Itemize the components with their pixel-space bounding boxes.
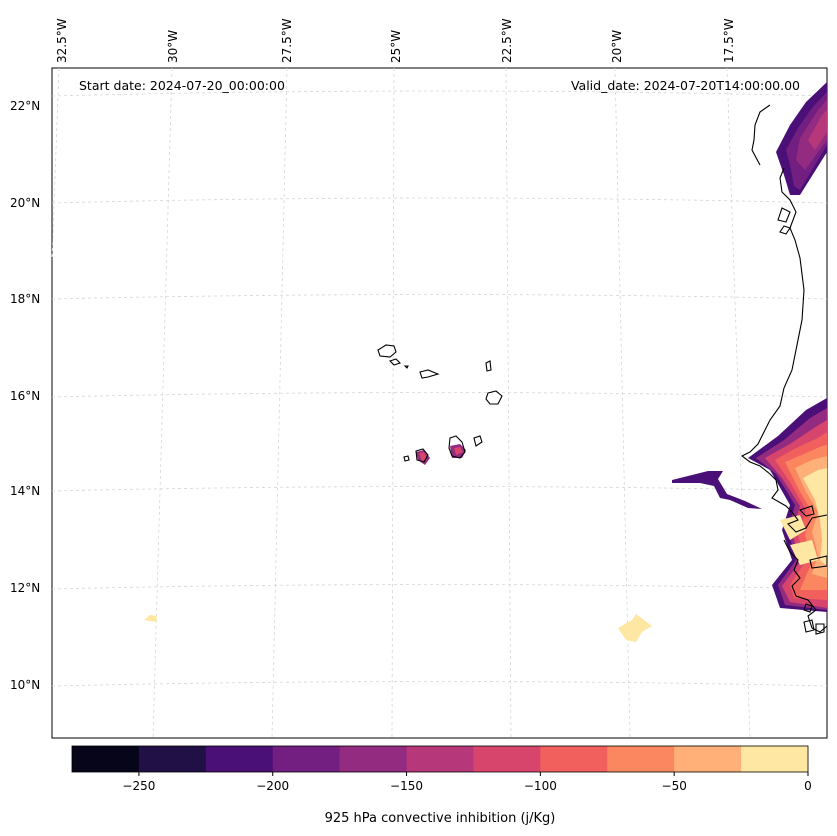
colorbar-tick-label: −50	[662, 779, 687, 793]
colorbar-cell	[741, 746, 809, 772]
lat-gridline	[51, 294, 828, 300]
colorbar-cell	[138, 746, 207, 772]
colorbar-cell	[205, 746, 274, 772]
colorbar-tick-label: −150	[390, 779, 423, 793]
cin-fill-northeast	[776, 82, 827, 195]
lat-label: 22°N	[10, 99, 40, 113]
lon-label: 20°W	[610, 30, 624, 63]
colorbar-cell	[473, 746, 541, 772]
lat-gridline	[51, 197, 828, 204]
cape-verde-islands	[377, 344, 503, 463]
lon-gridline	[271, 67, 288, 739]
maio	[473, 435, 483, 447]
sao-vicente	[388, 358, 402, 366]
lon-label: 27.5°W	[280, 18, 294, 63]
lat-label: 12°N	[10, 581, 40, 595]
lon-label: 17.5°W	[722, 18, 736, 63]
lon-label: 22.5°W	[500, 18, 514, 63]
colorbar-cell	[406, 746, 474, 772]
map-frame	[51, 67, 828, 739]
colorbar-outline	[71, 745, 809, 773]
valid-date-label: Valid_date: 2024-07-20T14:00:00.00	[571, 78, 800, 93]
african-coast-guinea	[783, 539, 828, 633]
lat-gridline	[51, 486, 828, 492]
lon-gridline	[726, 67, 751, 739]
colorbar-ticks: −250 −200 −150 −100 −50 0	[122, 772, 812, 793]
lon-gridline	[152, 67, 173, 739]
lat-gridline	[51, 681, 828, 687]
lat-label: 10°N	[10, 678, 40, 692]
colorbar-tick-label: −200	[256, 779, 289, 793]
colorbar-tick-label: −100	[524, 779, 557, 793]
brava	[403, 455, 410, 462]
colorbar: −250 −200 −150 −100 −50 0 925 hPa convective …	[71, 745, 812, 826]
colorbar-cell	[674, 746, 742, 772]
longitude-labels: 32.5°W 30°W 27.5°W 25°W 22.5°W 20°W 17.5…	[55, 18, 736, 63]
cin-fill-offshore-streak	[672, 471, 762, 509]
santa-luzia	[403, 365, 409, 369]
sal	[485, 360, 492, 372]
cin-fill-small-patches	[144, 614, 652, 642]
lon-gridline	[51, 67, 60, 261]
lat-gridline	[51, 90, 828, 97]
lon-label: 32.5°W	[55, 18, 69, 63]
lat-gridline	[51, 584, 828, 590]
latitude-labels: 22°N 20°N 18°N 16°N 14°N 12°N 10°N	[10, 99, 40, 692]
lon-label: 25°W	[389, 30, 403, 63]
boa-vista	[485, 390, 503, 405]
lon-gridline	[505, 67, 512, 739]
colorbar-label: 925 hPa convective inhibition (j/Kg)	[325, 811, 556, 826]
lat-label: 16°N	[10, 389, 40, 403]
santo-antao	[377, 344, 397, 358]
cin-fill-southeast	[748, 398, 827, 612]
santiago	[448, 435, 466, 459]
colorbar-cell	[607, 746, 675, 772]
lat-label: 18°N	[10, 292, 40, 306]
african-coast-west	[740, 167, 828, 533]
lon-label: 30°W	[166, 30, 180, 63]
sao-nicolau	[419, 369, 440, 379]
lat-label: 20°N	[10, 196, 40, 210]
start-date-label: Start date: 2024-07-20_00:00:00	[79, 78, 285, 93]
colorbar-tick-label: −250	[122, 779, 155, 793]
lat-label: 14°N	[10, 484, 40, 498]
fogo	[415, 448, 429, 463]
colorbar-cells	[72, 746, 809, 772]
lat-gridline	[51, 392, 828, 398]
lon-gridline	[391, 67, 395, 739]
colorbar-cell	[540, 746, 608, 772]
colorbar-cell	[72, 746, 140, 772]
coastlines	[740, 104, 828, 635]
colorbar-cell	[272, 746, 341, 772]
african-coast-north	[751, 104, 771, 166]
colorbar-tick-label: 0	[804, 779, 812, 793]
colorbar-cell	[339, 746, 408, 772]
